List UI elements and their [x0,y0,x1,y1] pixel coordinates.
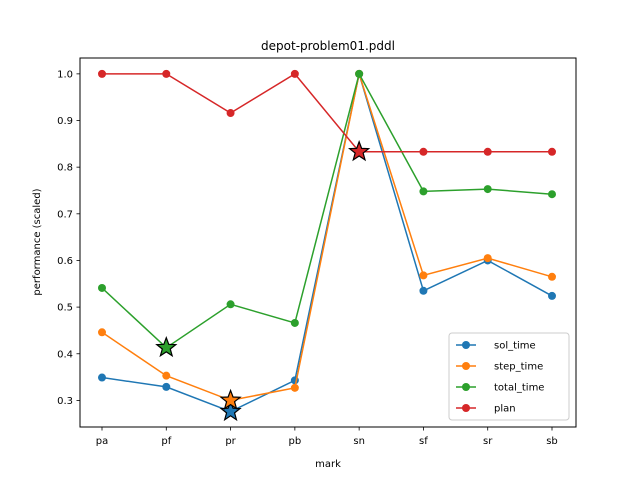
data-point-step_time [98,328,106,337]
y-tick-label: 0.9 [57,116,73,127]
best-marker-star [219,399,242,422]
data-point-total_time [226,300,235,309]
data-point-plan [290,69,299,78]
x-tick-label: sn [353,436,365,447]
data-point-plan [162,69,171,78]
data-point-sol_time [419,286,428,295]
x-tick-label: sr [483,436,493,447]
y-tick-label: 0.3 [57,396,73,407]
data-point-step_time [548,272,556,281]
y-tick-label: 1.0 [57,69,73,80]
data-point-step_time [162,371,171,380]
plot-area [98,69,556,422]
best-marker-star [219,388,242,410]
data-point-plan [483,147,492,156]
x-tick-label: sb [546,436,558,447]
x-tick-label: pr [225,436,236,447]
data-point-step_time [419,271,428,280]
x-axis: pa pf pr pb sn sf sr sb [96,427,558,447]
legend-box [448,332,570,421]
x-tick-label: sf [419,436,428,447]
y-tick-label: 0.6 [57,256,73,267]
legend-marker-sol_time [462,341,470,349]
data-point-sol_time [548,291,556,300]
legend-label-plan: plan [494,404,516,415]
data-point-total_time [483,185,492,194]
data-point-total_time [355,69,364,78]
x-axis-label: mark [315,459,341,470]
series-line-plan [102,72,552,153]
data-point-plan [226,109,235,118]
data-point-plan [548,147,556,156]
legend-marker-total_time [462,383,470,391]
series-line-step_time [101,70,553,402]
y-tick-label: 0.5 [57,303,73,314]
data-point-plan [98,69,106,78]
legend-marker-step_time [462,362,470,370]
data-point-total_time [290,318,299,327]
x-tick-label: pa [96,436,108,447]
x-tick-label: pb [289,436,302,447]
series-line-total_time [101,71,553,349]
best-marker-star [155,335,178,358]
data-point-total_time [98,283,106,292]
data-point-sol_time [162,382,171,391]
legend-label-sol_time: sol_time [494,341,536,352]
y-tick-label: 0.8 [57,163,73,174]
y-axis-label: performance (scaled) [32,188,43,295]
data-point-step_time [290,383,299,392]
axes-frame [79,57,577,428]
data-point-total_time [419,187,428,196]
legend-marker-plan [462,404,470,412]
x-tick-label: pf [161,436,171,447]
data-point-step_time [483,254,492,263]
legend-label-step_time: step_time [494,362,543,373]
data-point-total_time [548,190,556,199]
data-point-sol_time [98,373,106,382]
data-point-plan [419,147,428,156]
chart-title: depot-problem01.pddl [261,39,395,53]
best-marker-star [347,140,371,162]
y-axis: 0.3 0.4 0.5 0.6 0.7 0.8 0.9 1.0 [57,69,80,407]
y-tick-label: 0.4 [57,349,73,360]
y-tick-label: 0.7 [57,209,73,220]
legend-label-total_time: total_time [494,383,544,394]
